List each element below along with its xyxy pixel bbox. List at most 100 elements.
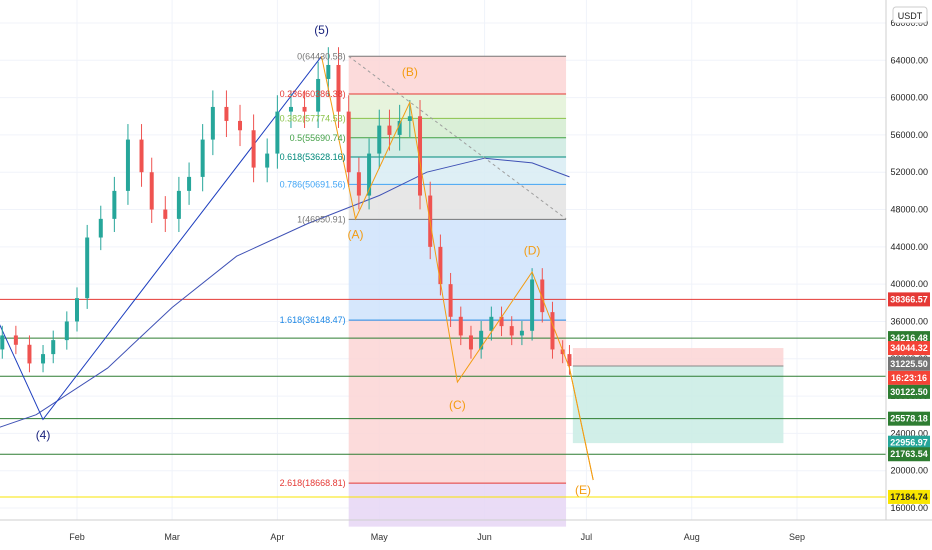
y-tick-label: 44000.00	[890, 242, 928, 252]
price-badge	[888, 447, 930, 462]
candle-body	[238, 120, 243, 131]
x-tick-label: Aug	[684, 532, 700, 542]
candle-body	[519, 330, 524, 336]
forecast-profit-zone	[572, 365, 784, 444]
candle-body	[0, 335, 5, 350]
price-badge	[888, 489, 930, 504]
candle-body	[224, 106, 229, 121]
wave-label-secondary: (D)	[524, 243, 541, 257]
candle-body	[85, 237, 90, 299]
candle-body	[418, 116, 423, 196]
candle-body	[567, 354, 572, 366]
elliott-primary-path	[0, 55, 322, 421]
fib-level-label: 2.618(18668.81)	[280, 478, 346, 488]
candle-body	[265, 153, 270, 168]
candle-body	[27, 344, 32, 364]
candle-body	[275, 111, 280, 154]
price-badge-label: 34044.32	[890, 343, 928, 353]
fib-zone-band	[348, 320, 567, 484]
price-badge	[888, 341, 930, 356]
x-tick-label: May	[371, 532, 389, 542]
y-tick-label: 60000.00	[890, 93, 928, 103]
candle-body	[540, 279, 545, 313]
candle-body	[448, 284, 453, 317]
wave-label-secondary: (C)	[449, 398, 466, 412]
candle-body	[468, 335, 473, 350]
price-badge	[888, 292, 930, 307]
fib-level-label: 1.618(36148.47)	[280, 315, 346, 325]
zones	[348, 55, 784, 527]
wave-label-secondary: (A)	[347, 227, 363, 241]
fib-zone-band	[348, 219, 567, 321]
candle-body	[377, 125, 382, 154]
price-badge-label: 38366.57	[890, 294, 928, 304]
projection-line	[569, 367, 594, 481]
currency-label-box[interactable]: USDT	[892, 6, 928, 24]
candle-body	[356, 172, 361, 196]
moving-average-line	[0, 157, 570, 428]
candle-body	[397, 120, 402, 135]
candle-body	[75, 298, 79, 322]
fib-zone-band	[348, 56, 567, 95]
wave-label-secondary: (B)	[402, 65, 418, 79]
fib-zone-band	[348, 184, 567, 220]
candle-body	[187, 176, 192, 191]
y-tick-label: 52000.00	[890, 167, 928, 177]
y-tick-label: 24000.00	[890, 428, 928, 438]
y-tick-label: 64000.00	[890, 55, 928, 65]
wave-label-primary: (4)	[36, 428, 51, 442]
price-badge	[888, 435, 930, 450]
candle-body	[316, 78, 321, 112]
candle-body	[302, 106, 307, 112]
forecast-loss-zone	[572, 348, 784, 366]
price-badge-label: 22956.97	[890, 438, 928, 448]
price-badge-label: 34216.48	[890, 333, 928, 343]
candle-body	[489, 316, 494, 331]
y-tick-label: 16000.00	[890, 503, 928, 513]
candle-body	[112, 190, 117, 219]
x-tick-label: Apr	[270, 532, 284, 542]
candle-body	[251, 130, 256, 168]
candle-body	[288, 106, 293, 112]
horizontal-levels	[0, 298, 886, 498]
price-badge	[888, 384, 930, 399]
candle-body	[530, 279, 535, 331]
time-axis[interactable]: Feb Mar Apr May Jun Jul Aug Sep	[69, 532, 805, 542]
candle-body	[149, 172, 154, 210]
fib-level-label: 0.618(53628.16)	[280, 152, 346, 162]
wave-label-primary: (5)	[314, 23, 329, 37]
candle-body	[200, 139, 205, 177]
candle-body	[125, 139, 130, 191]
fib-level-label: 0(64430.58)	[297, 51, 346, 61]
price-badge-label: 21763.54	[890, 449, 928, 459]
price-badge-label: 31225.50	[890, 359, 928, 369]
fib-level-label: 0.382(57774.53)	[280, 113, 346, 123]
candle-body	[387, 125, 392, 135]
price-badge	[888, 370, 930, 385]
price-badge-label: 25578.18	[890, 414, 928, 424]
y-tick-label: 56000.00	[890, 130, 928, 140]
price-badge-label: 17184.74	[890, 492, 928, 502]
y-tick-label: 20000.00	[890, 466, 928, 476]
fib-labels: 0(64430.58) 0.236(60386.38) 0.382(57774.53…	[280, 51, 346, 488]
wave-labels: (5)(4)3)(B)(A)(D)(C)(E)(B)(C)(A)	[36, 23, 591, 497]
x-tick-label: Mar	[164, 532, 180, 542]
price-badge	[888, 356, 930, 371]
candle-body	[176, 190, 181, 219]
candle-body	[479, 330, 484, 350]
series-lines	[0, 47, 594, 481]
candle-body	[367, 153, 372, 196]
fib-zone-band	[348, 157, 567, 185]
candle-body	[163, 209, 168, 219]
candle-body	[458, 316, 463, 336]
x-tick-label: Feb	[69, 532, 85, 542]
candle-body	[346, 111, 351, 173]
x-tick-label: Jun	[477, 532, 492, 542]
candle-body	[64, 321, 69, 341]
fib-level-label: 0.786(50691.56)	[280, 179, 346, 189]
fib-level-label: 1(46950.91)	[297, 214, 346, 224]
fib-zone-band	[348, 483, 567, 527]
fib-zone-band	[348, 137, 567, 158]
